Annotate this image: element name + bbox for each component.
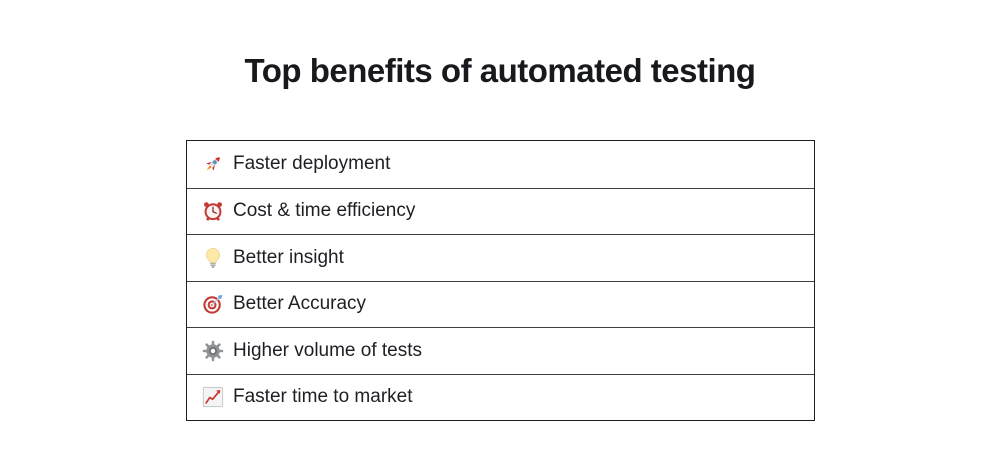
row-label: Cost & time efficiency xyxy=(233,200,416,222)
dart-target-icon xyxy=(201,293,224,316)
row-label: Faster time to market xyxy=(233,386,413,408)
row-label: Better Accuracy xyxy=(233,293,367,315)
light-bulb-icon xyxy=(201,246,224,269)
gear-icon xyxy=(201,339,224,362)
alarm-clock-icon xyxy=(201,200,224,223)
benefits-table: Faster deployment Cost & time efficiency xyxy=(186,140,815,421)
table-row: Better Accuracy xyxy=(187,280,814,327)
row-label: Faster deployment xyxy=(233,153,391,175)
chart-increasing-icon xyxy=(201,386,224,409)
row-label: Higher volume of tests xyxy=(233,339,423,361)
table-row: Faster deployment xyxy=(187,141,814,188)
table-row: Higher volume of tests xyxy=(187,327,814,374)
table-row: Faster time to market xyxy=(187,373,814,420)
row-label: Better insight xyxy=(233,246,344,268)
table-row: Better insight xyxy=(187,234,814,281)
rocket-icon xyxy=(201,153,224,176)
page-title: Top benefits of automated testing xyxy=(244,52,756,89)
table-row: Cost & time efficiency xyxy=(187,187,814,234)
